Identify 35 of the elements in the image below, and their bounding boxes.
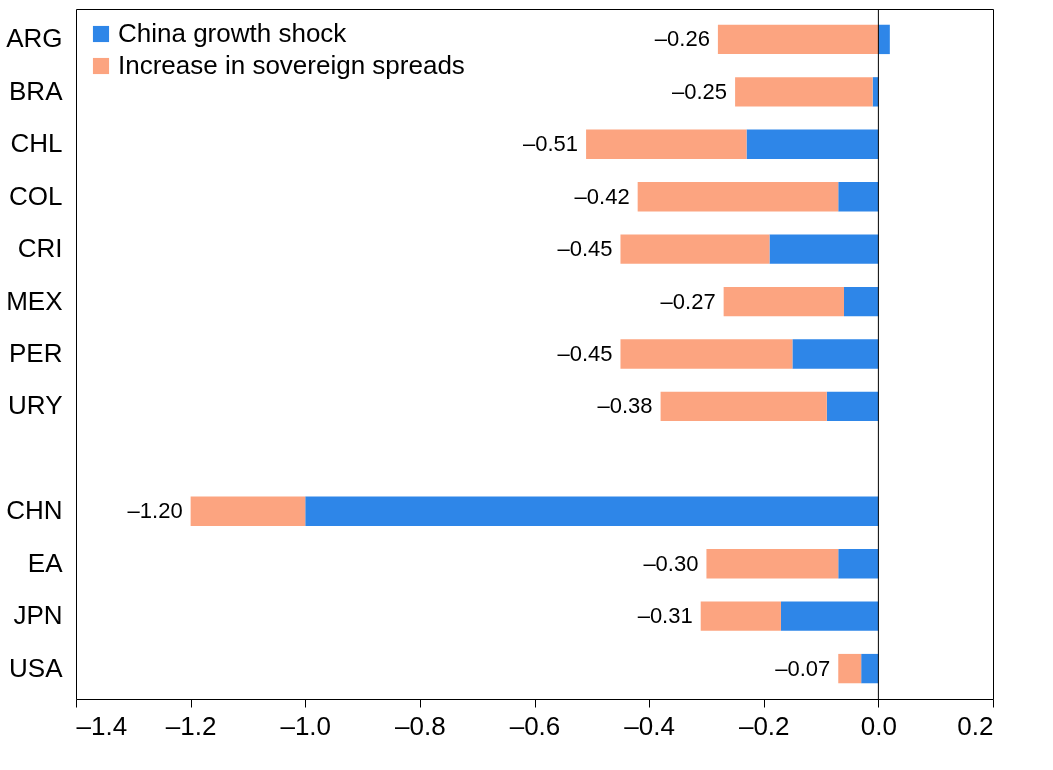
total-label: –0.42 <box>574 183 630 209</box>
total-label: –0.25 <box>672 78 728 104</box>
y-tick-label: MEX <box>6 285 63 316</box>
y-tick-label: ARG <box>6 23 63 54</box>
total-label: –0.07 <box>775 655 831 681</box>
total-label: –0.45 <box>557 341 613 366</box>
total-label: –0.45 <box>557 236 613 262</box>
total-label: –0.30 <box>643 550 699 576</box>
y-tick-label: USA <box>9 652 64 683</box>
legend-label: China growth shock <box>118 18 348 48</box>
x-tick-label: –1.0 <box>280 710 332 741</box>
y-tick-label: COL <box>9 180 63 211</box>
legend-label: Increase in sovereign spreads <box>118 50 465 80</box>
x-tick-label: 0.0 <box>860 710 897 741</box>
y-tick-label: JPN <box>13 600 63 631</box>
total-label: –0.26 <box>654 26 710 52</box>
y-tick-label: CHL <box>10 128 63 159</box>
x-tick-label: –0.4 <box>624 710 675 741</box>
total-label: –1.20 <box>127 498 183 524</box>
y-tick-label: BRA <box>9 75 64 106</box>
total-label: –0.27 <box>660 288 716 314</box>
x-tick-label: –1.2 <box>165 710 217 741</box>
y-tick-label: URY <box>8 390 63 421</box>
y-tick-label: CRI <box>17 233 63 264</box>
x-tick-label: –1.4 <box>76 710 128 741</box>
y-tick-label: PER <box>9 338 63 368</box>
total-label: –0.38 <box>597 393 653 419</box>
x-tick-label: –0.6 <box>509 710 561 741</box>
y-tick-label: CHN <box>6 495 63 526</box>
x-tick-label: 0.2 <box>957 710 994 741</box>
total-label: –0.51 <box>523 131 579 157</box>
x-tick-label: –0.2 <box>738 710 790 741</box>
y-tick-label: EA <box>27 547 64 578</box>
x-tick-label: –0.8 <box>395 710 446 741</box>
total-label: –0.31 <box>637 603 693 629</box>
